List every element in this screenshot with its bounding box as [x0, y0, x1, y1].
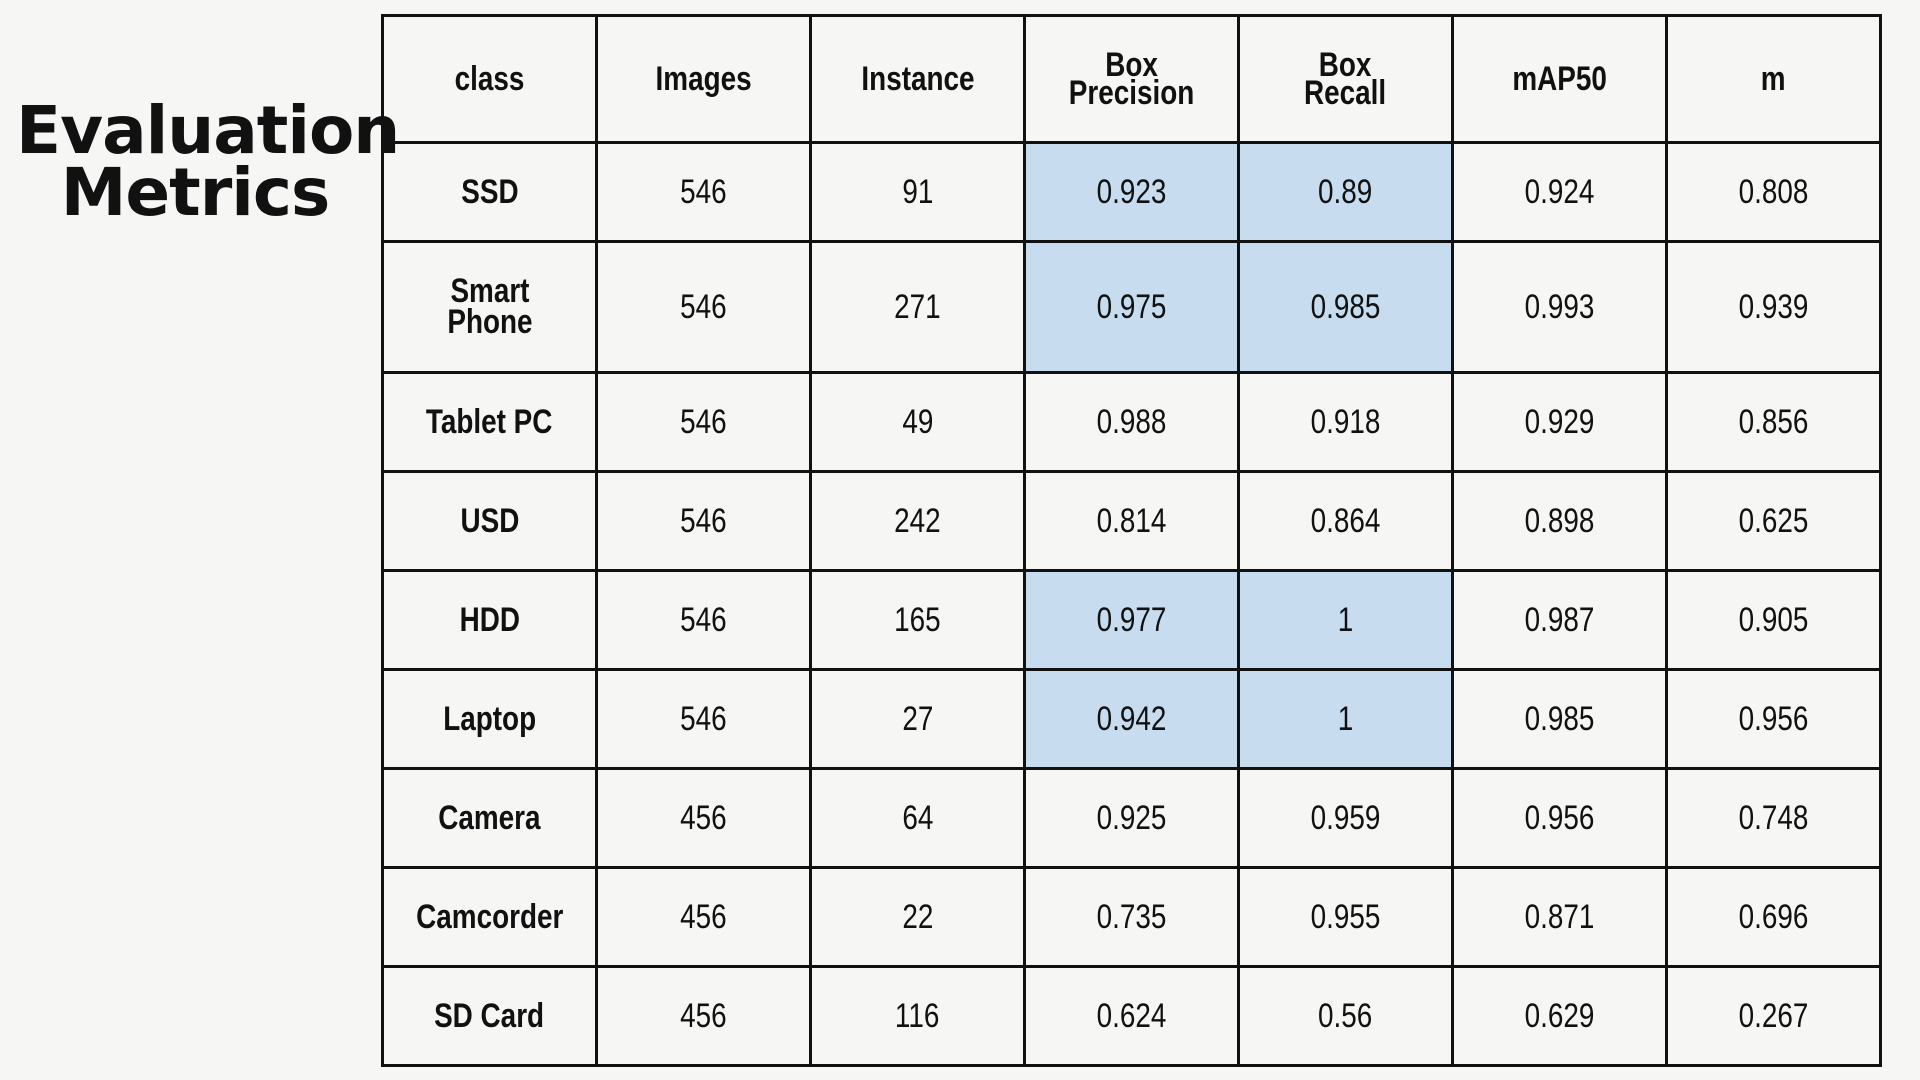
cell-images: 546: [595, 240, 812, 374]
header-instance: Instance: [809, 14, 1026, 144]
cell-images: 546: [595, 470, 812, 572]
cell-map50: 0.987: [1451, 569, 1668, 671]
cell-map50: 0.629: [1451, 965, 1668, 1067]
header-box-recall: Box Recall: [1237, 14, 1454, 144]
cell-class: SSD: [381, 141, 598, 243]
header-map50: mAP50: [1451, 14, 1668, 144]
cell-class: Laptop: [381, 668, 598, 770]
cell-box-precision: 0.624: [1023, 965, 1240, 1067]
cell-instance: 22: [809, 866, 1026, 968]
cell-box-precision: 0.977: [1023, 569, 1240, 671]
table-row: Camera 456 64 0.925 0.959 0.956 0.748: [381, 767, 1882, 869]
cell-instance: 116: [809, 965, 1026, 1067]
cell-box-precision: 0.988: [1023, 371, 1240, 473]
cell-class: USD: [381, 470, 598, 572]
page-title: Evaluation Metrics: [16, 92, 400, 231]
cell-box-recall: 0.985: [1237, 240, 1454, 374]
title-line-1: Evaluation: [16, 92, 400, 169]
table-row: SSD 546 91 0.923 0.89 0.924 0.808: [381, 141, 1882, 243]
evaluation-metrics-table: class Images Instance Box Precision Box …: [381, 14, 1882, 1067]
cell-box-recall: 1: [1237, 668, 1454, 770]
cell-images: 456: [595, 866, 812, 968]
cell-images: 546: [595, 569, 812, 671]
cell-m: 0.939: [1665, 240, 1882, 374]
cell-box-precision: 0.925: [1023, 767, 1240, 869]
cell-map50: 0.871: [1451, 866, 1668, 968]
table-body: SSD 546 91 0.923 0.89 0.924 0.808 Smart Phone 54…: [381, 141, 1882, 1067]
cell-instance: 91: [809, 141, 1026, 243]
cell-instance: 271: [809, 240, 1026, 374]
cell-box-recall: 0.56: [1237, 965, 1454, 1067]
header-box-precision: Box Precision: [1023, 14, 1240, 144]
cell-box-precision: 0.923: [1023, 141, 1240, 243]
cell-map50: 0.985: [1451, 668, 1668, 770]
cell-box-recall: 0.89: [1237, 141, 1454, 243]
cell-class: Camcorder: [381, 866, 598, 968]
cell-images: 546: [595, 668, 812, 770]
cell-m: 0.696: [1665, 866, 1882, 968]
cell-images: 546: [595, 141, 812, 243]
cell-m: 0.748: [1665, 767, 1882, 869]
cell-box-precision: 0.735: [1023, 866, 1240, 968]
cell-instance: 242: [809, 470, 1026, 572]
cell-instance: 64: [809, 767, 1026, 869]
cell-box-precision: 0.942: [1023, 668, 1240, 770]
cell-box-recall: 0.955: [1237, 866, 1454, 968]
table-row: Camcorder 456 22 0.735 0.955 0.871 0.696: [381, 866, 1882, 968]
table-row: Tablet PC 546 49 0.988 0.918 0.929 0.856: [381, 371, 1882, 473]
cell-class: Smart Phone: [381, 240, 598, 374]
title-line-2: Metrics: [60, 154, 331, 231]
header-images: Images: [595, 14, 812, 144]
cell-images: 456: [595, 965, 812, 1067]
cell-map50: 0.898: [1451, 470, 1668, 572]
cell-m: 0.856: [1665, 371, 1882, 473]
cell-instance: 49: [809, 371, 1026, 473]
cell-map50: 0.929: [1451, 371, 1668, 473]
cell-instance: 27: [809, 668, 1026, 770]
table-row: SD Card 456 116 0.624 0.56 0.629 0.267: [381, 965, 1882, 1067]
table-row: USD 546 242 0.814 0.864 0.898 0.625: [381, 470, 1882, 572]
table-row: Laptop 546 27 0.942 1 0.985 0.956: [381, 668, 1882, 770]
cell-map50: 0.993: [1451, 240, 1668, 374]
cell-m: 0.808: [1665, 141, 1882, 243]
table-row: Smart Phone 546 271 0.975 0.985 0.993 0.939: [381, 240, 1882, 374]
cell-class: SD Card: [381, 965, 598, 1067]
cell-class: Camera: [381, 767, 598, 869]
cell-instance: 165: [809, 569, 1026, 671]
cell-box-recall: 1: [1237, 569, 1454, 671]
cell-m: 0.625: [1665, 470, 1882, 572]
cell-class: Tablet PC: [381, 371, 598, 473]
cell-map50: 0.956: [1451, 767, 1668, 869]
cell-box-recall: 0.864: [1237, 470, 1454, 572]
cell-box-precision: 0.975: [1023, 240, 1240, 374]
cell-box-precision: 0.814: [1023, 470, 1240, 572]
cell-box-recall: 0.959: [1237, 767, 1454, 869]
cell-class: HDD: [381, 569, 598, 671]
cell-map50: 0.924: [1451, 141, 1668, 243]
header-m: m: [1665, 14, 1882, 144]
cell-images: 456: [595, 767, 812, 869]
cell-m: 0.905: [1665, 569, 1882, 671]
cell-box-recall: 0.918: [1237, 371, 1454, 473]
cell-m: 0.956: [1665, 668, 1882, 770]
table-row: HDD 546 165 0.977 1 0.987 0.905: [381, 569, 1882, 671]
cell-images: 546: [595, 371, 812, 473]
header-class: class: [381, 14, 598, 144]
cell-m: 0.267: [1665, 965, 1882, 1067]
table-header-row: class Images Instance Box Precision Box …: [381, 14, 1882, 144]
